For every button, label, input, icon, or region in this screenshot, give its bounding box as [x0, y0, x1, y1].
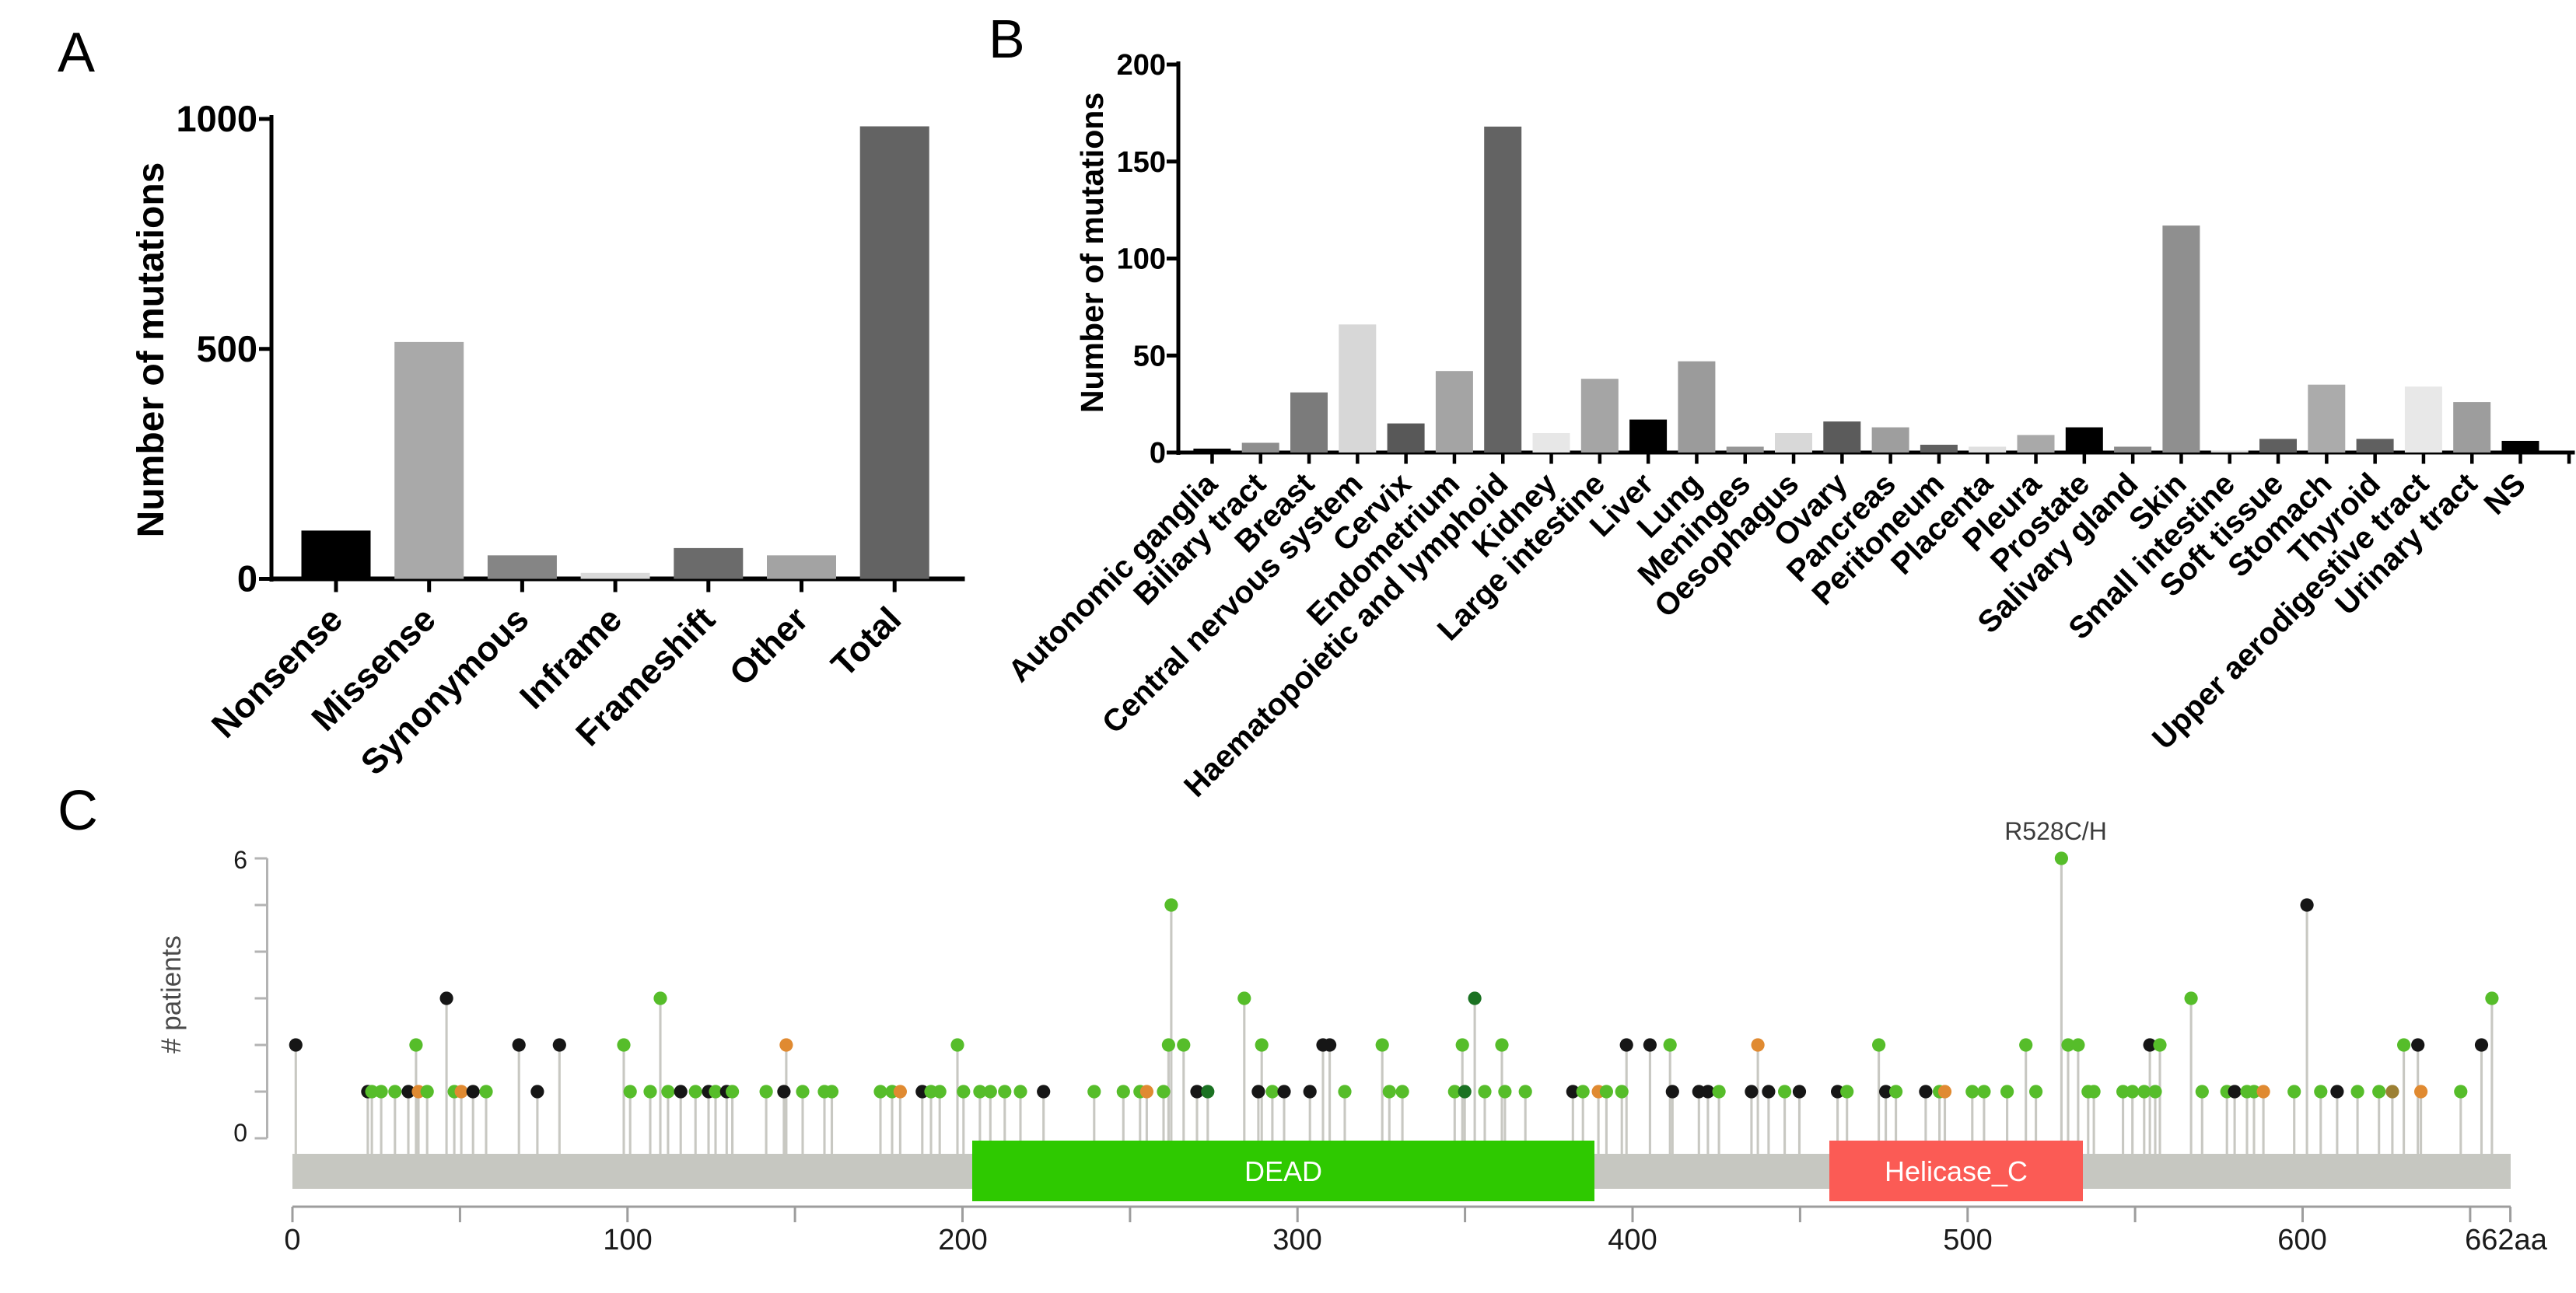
svg-text:100: 100 [1117, 243, 1166, 276]
svg-text:50: 50 [1133, 340, 1166, 372]
svg-text:400: 400 [1608, 1224, 1657, 1256]
svg-text:C: C [58, 780, 98, 842]
svg-text:500: 500 [197, 328, 257, 369]
svg-text:# patients: # patients [156, 935, 187, 1054]
svg-text:DEAD: DEAD [1244, 1155, 1322, 1187]
svg-text:A: A [58, 22, 95, 84]
svg-text:300: 300 [1272, 1224, 1321, 1256]
svg-text:0: 0 [233, 1119, 247, 1147]
svg-text:Helicase_C: Helicase_C [1885, 1155, 2028, 1187]
svg-text:Number of mutations: Number of mutations [1074, 93, 1110, 413]
svg-text:0: 0 [284, 1224, 300, 1256]
svg-text:150: 150 [1117, 146, 1166, 179]
svg-text:B: B [989, 9, 1025, 69]
svg-text:662aa: 662aa [2465, 1224, 2548, 1256]
svg-text:Number of mutations: Number of mutations [131, 162, 172, 538]
svg-text:1000: 1000 [176, 98, 257, 139]
svg-text:200: 200 [1117, 49, 1166, 82]
svg-text:0: 0 [237, 558, 257, 599]
svg-text:0: 0 [1150, 437, 1166, 470]
svg-text:6: 6 [233, 846, 247, 874]
svg-text:100: 100 [603, 1224, 652, 1256]
svg-text:200: 200 [938, 1224, 987, 1256]
svg-text:600: 600 [2277, 1224, 2326, 1256]
svg-text:500: 500 [1943, 1224, 1992, 1256]
svg-text:R528C/H: R528C/H [2004, 817, 2107, 845]
